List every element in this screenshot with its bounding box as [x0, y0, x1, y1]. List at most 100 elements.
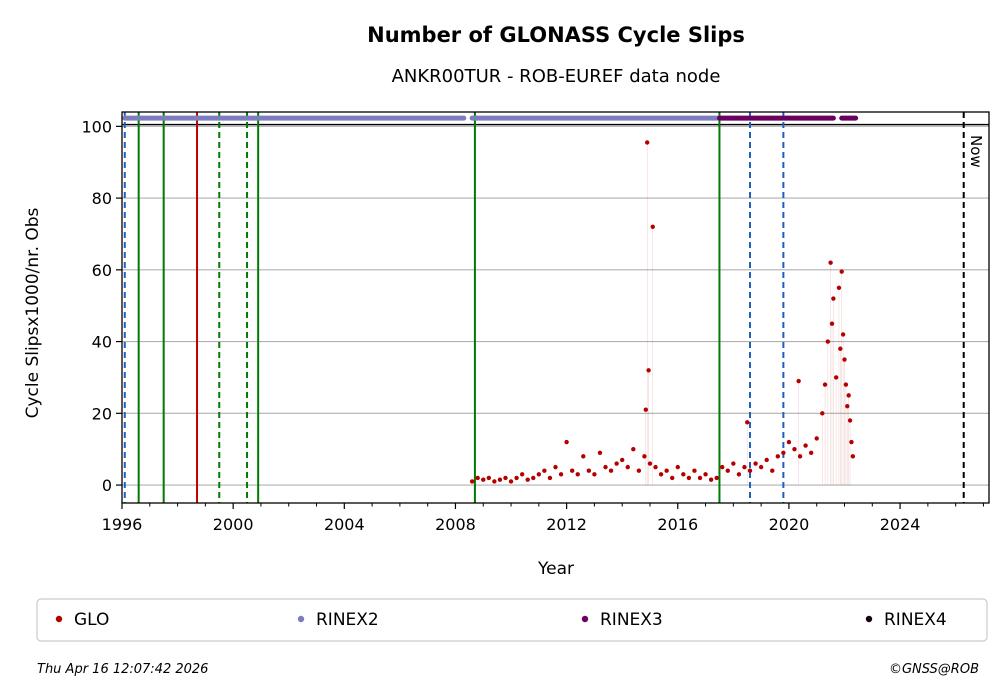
glo-data-point	[829, 321, 835, 326]
glo-data-point	[542, 468, 547, 473]
glo-data-point	[781, 450, 786, 455]
glo-data-point	[692, 468, 697, 473]
glo-data-point	[842, 357, 847, 362]
glo-data-point	[653, 464, 658, 470]
glo-data-point	[822, 382, 828, 387]
legend-rinex4-marker	[865, 615, 873, 623]
glo-data-point	[492, 479, 497, 484]
glo-data-point	[697, 475, 703, 481]
glo-data-point	[831, 296, 836, 301]
glo-data-point	[608, 468, 614, 473]
x-tick-label: 2016	[657, 515, 698, 534]
glo-data-point	[838, 346, 843, 351]
glo-data-point	[686, 475, 692, 481]
legend-item-rinex4[interactable]: RINEX4	[865, 610, 947, 630]
glo-data-point	[745, 420, 750, 425]
x-axis-ticks: 1996 2000 2004 2008 2012 2016 2020 2024	[102, 503, 984, 534]
glo-data-point	[825, 339, 831, 344]
legend-glo-marker	[55, 615, 63, 623]
glo-data-point	[828, 260, 833, 265]
glo-data-point	[564, 439, 569, 445]
glo-data-point	[814, 436, 819, 441]
glo-data-point	[547, 475, 553, 481]
chart-subtitle: ANKR00TUR - ROB-EUREF data node	[392, 66, 721, 87]
glo-data-point	[531, 475, 536, 481]
glo-data-point	[514, 475, 519, 481]
x-tick-label: 2024	[880, 515, 921, 534]
glo-data-point	[603, 464, 608, 470]
chart-title: Number of GLONASS Cycle Slips	[367, 23, 745, 47]
legend-rinex3-marker	[581, 615, 589, 623]
glo-data-point	[670, 475, 675, 481]
glo-data-point	[758, 464, 764, 470]
glo-data-point	[650, 224, 655, 229]
glo-data-point	[675, 464, 680, 470]
glo-data-point	[658, 472, 664, 477]
glo-data-point	[647, 461, 653, 466]
legend-rinex2-label: RINEX2	[316, 610, 379, 630]
glo-data-point	[536, 472, 542, 477]
glo-data-point	[597, 450, 603, 455]
x-tick-label: 1996	[102, 515, 143, 534]
glo-data-point	[497, 477, 503, 482]
footer-timestamp: Thu Apr 16 12:07:42 2026	[37, 662, 208, 677]
legend-item-rinex3[interactable]: RINEX3	[581, 610, 663, 630]
glo-data-point	[725, 468, 730, 473]
glo-data-point	[764, 457, 769, 463]
y-tick-label: 60	[92, 261, 112, 280]
x-tick-label: 2012	[546, 515, 587, 534]
glo-data-point	[519, 472, 525, 477]
y-tick-label: 20	[92, 404, 112, 423]
glo-data-point	[808, 450, 814, 455]
glo-data-point	[508, 479, 514, 484]
glo-data-point	[731, 461, 736, 466]
glo-data-point	[747, 468, 753, 473]
legend-item-rinex2[interactable]: RINEX2	[297, 610, 379, 630]
legend-rinex4-label: RINEX4	[884, 610, 947, 630]
glo-data-point	[581, 454, 586, 459]
glo-data-point	[708, 477, 714, 482]
y-tick-label: 80	[92, 189, 112, 208]
glo-data-point	[586, 468, 592, 473]
glo-data-point	[736, 472, 742, 477]
glo-data-point	[753, 461, 758, 466]
glo-data-point	[642, 454, 647, 459]
x-tick-label: 2020	[769, 515, 810, 534]
glo-data-point	[486, 475, 492, 481]
y-tick-label: 100	[81, 117, 112, 136]
glo-data-point	[775, 454, 781, 459]
glo-data-point	[525, 477, 530, 482]
glo-data-point	[847, 418, 853, 423]
glo-data-point	[469, 479, 475, 484]
legend-box	[36, 598, 988, 642]
footer-credit: ©GNSS@ROB	[889, 662, 979, 677]
glo-data-point	[703, 472, 708, 477]
glo-data-point	[845, 403, 850, 409]
glo-data-point	[592, 472, 597, 477]
glo-data-point	[786, 439, 792, 445]
legend-glo-label: GLO	[74, 610, 109, 630]
glo-data-point	[797, 454, 803, 459]
glo-data-point	[643, 407, 649, 412]
glo-data-point	[614, 461, 619, 466]
glo-data-point	[619, 457, 625, 463]
x-axis-label: Year	[537, 559, 574, 579]
glo-data-point	[625, 464, 630, 470]
glo-data-point	[843, 382, 849, 387]
glo-data-point	[850, 454, 856, 459]
legend-item-glo[interactable]: GLO	[55, 610, 110, 630]
glo-data-point	[820, 411, 825, 416]
glo-data-point	[849, 439, 854, 445]
glo-data-point	[803, 443, 808, 448]
glo-data-point	[796, 378, 801, 384]
plot-area-frame	[121, 111, 990, 504]
glo-data-point	[503, 475, 508, 481]
glo-data-point	[569, 468, 575, 473]
glo-data-point	[846, 393, 851, 398]
glo-data-point	[481, 477, 486, 482]
legend-rinex2-marker	[297, 615, 305, 623]
vertical-event-markers	[123, 112, 965, 503]
glo-data-point	[475, 475, 480, 481]
gridlines	[122, 123, 989, 486]
